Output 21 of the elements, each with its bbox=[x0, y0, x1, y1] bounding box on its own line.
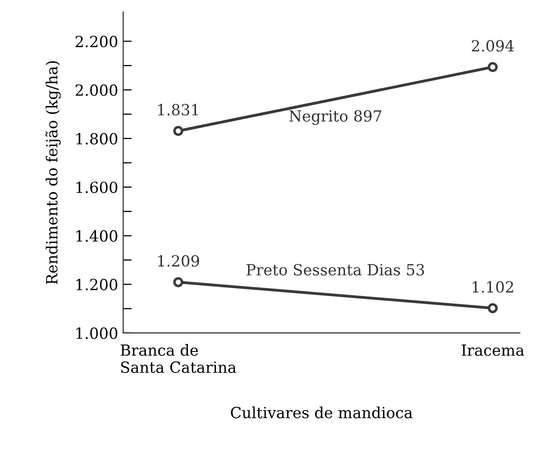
y-axis-title: Rendimento do feijão (kg/ha) bbox=[45, 61, 61, 284]
point bbox=[173, 277, 184, 288]
y-tick-label: 1.600 bbox=[76, 182, 118, 194]
point bbox=[488, 303, 498, 314]
point bbox=[488, 62, 498, 72]
y-tick-label: 2.000 bbox=[76, 84, 118, 96]
x-tick-label: Iracema bbox=[462, 344, 524, 356]
y-tick-label: 2.200 bbox=[76, 36, 118, 48]
data-label: 1.831 bbox=[158, 104, 198, 116]
data-label: 1.102 bbox=[472, 281, 514, 293]
x-tick-label: Branca de Santa Catarina bbox=[120, 344, 236, 373]
y-tick-label: 1.000 bbox=[76, 327, 118, 339]
point bbox=[173, 126, 184, 136]
series-label: Preto Sessenta Dias 53 bbox=[246, 264, 424, 276]
data-label: 1.209 bbox=[158, 255, 200, 267]
x-axis-title: Cultivares de mandioca bbox=[230, 406, 412, 418]
y-tick-label: 1.200 bbox=[76, 278, 118, 290]
series-label: Negrito 897 bbox=[289, 110, 382, 125]
data-label: 2.094 bbox=[472, 40, 514, 52]
y-tick-label: 1.800 bbox=[76, 132, 118, 145]
y-tick-label: 1.400 bbox=[76, 230, 118, 242]
